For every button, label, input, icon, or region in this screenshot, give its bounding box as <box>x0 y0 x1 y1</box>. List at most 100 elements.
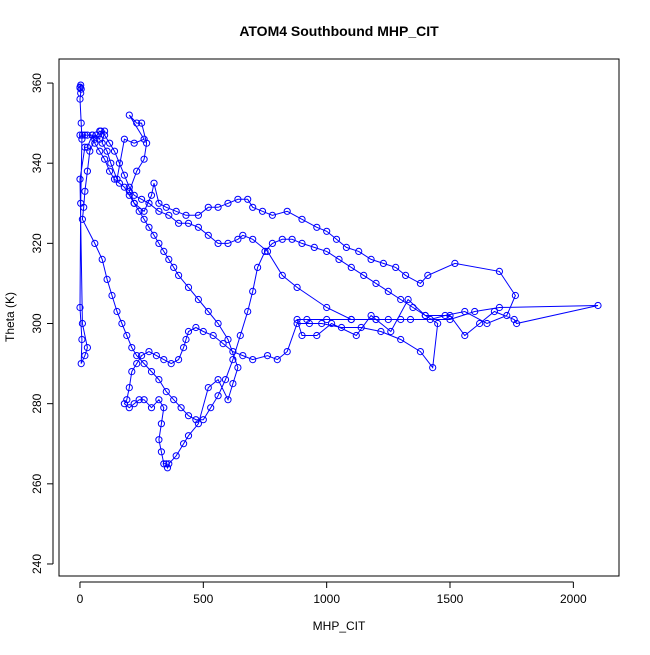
data-point <box>123 396 131 404</box>
data-point <box>157 420 165 428</box>
data-point <box>184 432 193 440</box>
data-point <box>397 295 405 304</box>
data-point <box>229 348 237 356</box>
data-point <box>239 352 247 360</box>
data-point <box>409 303 417 312</box>
y-tick-label: 340 <box>30 153 44 173</box>
data-point <box>125 187 133 195</box>
y-tick-label: 360 <box>30 73 44 93</box>
data-point <box>162 460 170 468</box>
data-point <box>461 307 469 316</box>
data-point <box>110 147 119 155</box>
data-point <box>125 404 133 412</box>
data-point <box>254 263 262 271</box>
data-point <box>204 203 212 211</box>
data-point <box>133 119 141 127</box>
data-point <box>293 319 301 328</box>
data-point <box>155 239 163 247</box>
data-point <box>471 307 479 316</box>
data-point <box>234 235 242 243</box>
data-point <box>167 360 175 368</box>
data-point <box>263 247 272 255</box>
x-tick-label: 500 <box>193 592 213 606</box>
data-point <box>103 147 111 155</box>
data-point <box>103 275 111 283</box>
data-point <box>360 271 368 279</box>
data-point <box>184 283 193 291</box>
data-point <box>293 283 301 291</box>
y-axis: 240 260 280 300 320 340 360 <box>30 73 54 574</box>
data-point <box>204 231 212 239</box>
data-point <box>184 412 193 420</box>
data-point <box>209 331 217 340</box>
data-point <box>249 356 257 364</box>
data-point <box>78 215 87 223</box>
data-point <box>446 311 454 320</box>
data-point <box>76 131 84 139</box>
data-point <box>194 211 202 219</box>
data-point <box>298 215 306 223</box>
data-point <box>298 239 306 247</box>
data-point <box>92 131 100 139</box>
x-axis: 0 500 1000 1500 2000 <box>77 581 587 606</box>
series-layer <box>76 81 602 472</box>
data-point <box>372 315 380 324</box>
data-point <box>182 335 190 344</box>
data-point <box>224 239 232 247</box>
data-point <box>182 211 190 219</box>
y-tick-label: 320 <box>30 233 44 253</box>
data-point <box>133 360 141 368</box>
data-point <box>404 295 412 304</box>
x-tick-label: 0 <box>77 592 84 606</box>
data-point <box>510 315 518 324</box>
data-point <box>424 271 432 279</box>
data-point <box>145 348 153 356</box>
data-point <box>177 404 185 412</box>
data-point <box>323 247 331 255</box>
data-point <box>384 287 392 295</box>
data-point <box>192 416 200 424</box>
data-point <box>83 167 92 175</box>
data-point <box>392 263 400 271</box>
data-point <box>249 235 257 243</box>
data-point <box>140 155 148 163</box>
data-point <box>170 396 178 404</box>
data-point <box>337 323 346 332</box>
data-point <box>98 139 106 147</box>
data-point <box>303 315 311 324</box>
data-point <box>162 388 170 396</box>
data-point <box>145 199 153 207</box>
data-point <box>503 311 511 320</box>
y-tick-label: 280 <box>30 393 44 413</box>
data-point <box>323 315 331 324</box>
data-point <box>172 452 180 460</box>
data-point <box>328 319 336 328</box>
data-point <box>483 319 491 328</box>
data-point <box>115 179 124 187</box>
data-point <box>372 279 380 287</box>
data-point <box>224 396 232 404</box>
data-point <box>332 235 341 243</box>
data-point <box>194 223 202 231</box>
data-point <box>138 352 146 360</box>
data-point <box>184 327 193 336</box>
data-point <box>347 315 355 324</box>
data-point <box>145 223 153 231</box>
data-point <box>88 131 96 139</box>
data-point <box>357 323 365 332</box>
data-point <box>135 207 143 215</box>
data-point <box>244 195 252 203</box>
data-point <box>133 352 141 360</box>
data-point <box>155 396 163 404</box>
data-point <box>313 331 321 340</box>
data-point <box>113 307 121 316</box>
data-point <box>180 440 188 448</box>
data-point <box>239 231 247 239</box>
data-point <box>165 211 173 219</box>
data-point <box>323 227 331 235</box>
data-point <box>83 143 92 151</box>
data-point <box>204 307 212 316</box>
data-point <box>180 344 188 352</box>
data-point <box>77 81 85 89</box>
data-point <box>128 344 136 352</box>
